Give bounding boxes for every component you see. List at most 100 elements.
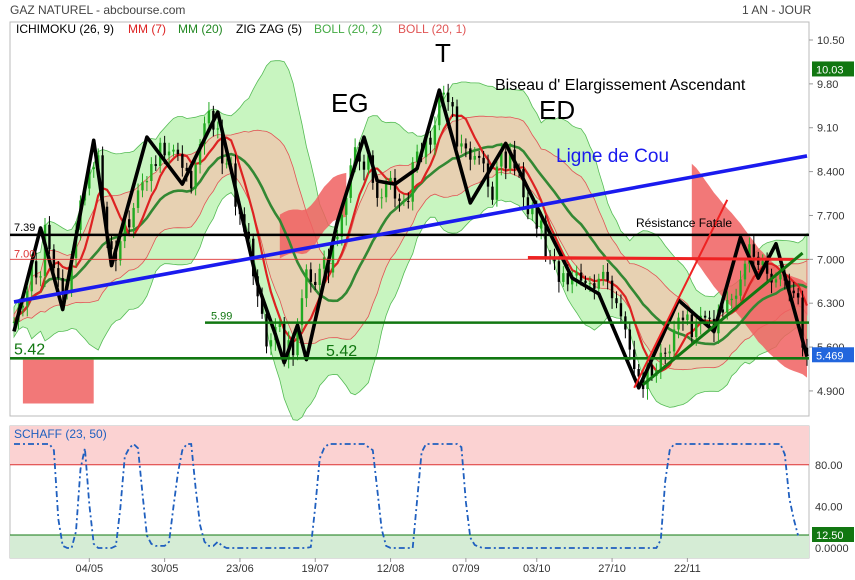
candle-body bbox=[336, 236, 339, 240]
candle-body bbox=[690, 314, 694, 338]
candle-body bbox=[703, 315, 707, 318]
candle-body bbox=[442, 92, 445, 95]
wedge-green-line bbox=[642, 251, 804, 386]
annotation-542: 5.42 bbox=[326, 343, 357, 360]
candle-body bbox=[225, 163, 228, 165]
candle-body bbox=[283, 323, 286, 360]
candle-body bbox=[433, 125, 437, 145]
candle-body bbox=[190, 170, 193, 189]
candle-body bbox=[557, 261, 561, 282]
ichimoku-cloud-2 bbox=[279, 172, 347, 259]
legend-item: BOLL (20, 1) bbox=[398, 22, 466, 36]
annotation-eg: EG bbox=[331, 88, 369, 118]
candle-body bbox=[734, 295, 738, 299]
chart-title: GAZ NATUREL - abcbourse.com bbox=[10, 3, 185, 17]
candle-body bbox=[176, 149, 180, 155]
y-tick-label: 8.400 bbox=[817, 167, 845, 179]
price-panel bbox=[9, 21, 810, 421]
candle-body bbox=[207, 110, 211, 124]
candle-body bbox=[469, 148, 472, 160]
candle-body bbox=[491, 186, 494, 200]
axes-layer: 10.509.809.108.4007.7007.0006.3005.6004.… bbox=[76, 35, 854, 575]
candle-body bbox=[402, 201, 406, 203]
candle-body bbox=[743, 263, 747, 280]
candle-body bbox=[752, 244, 756, 257]
candle-body bbox=[398, 198, 401, 202]
candle-body bbox=[110, 241, 113, 250]
neckline bbox=[13, 154, 808, 304]
candle-body bbox=[659, 352, 663, 371]
legend-item: MM (20) bbox=[178, 22, 223, 36]
x-tick-label: 19/07 bbox=[301, 563, 329, 575]
level-label-739: 7.39 bbox=[14, 222, 35, 234]
candle-body bbox=[473, 155, 476, 160]
annotation-resistance: Résistance Fatale bbox=[636, 216, 732, 230]
candle-body bbox=[628, 329, 631, 350]
candle-body bbox=[438, 94, 441, 126]
candle-body bbox=[393, 177, 397, 199]
candle-body bbox=[695, 323, 698, 338]
last-price-badge bbox=[812, 347, 854, 363]
schaff-line bbox=[14, 442, 799, 549]
candle-body bbox=[495, 166, 499, 200]
candle-body bbox=[145, 181, 149, 183]
candle-body bbox=[163, 142, 166, 156]
candle-body bbox=[384, 182, 388, 198]
candle-body bbox=[167, 151, 171, 156]
candle-body bbox=[154, 164, 157, 166]
candle-body bbox=[726, 300, 729, 313]
candle-body bbox=[203, 123, 206, 145]
candle-body bbox=[52, 249, 56, 269]
schaff-title: SCHAFF (23, 50) bbox=[14, 427, 107, 441]
candle-body bbox=[318, 268, 321, 286]
schaff-last-badge bbox=[812, 527, 854, 542]
candle-body bbox=[721, 309, 725, 313]
candle-body bbox=[757, 256, 760, 265]
candle-body bbox=[482, 157, 485, 164]
candle-body bbox=[309, 269, 313, 282]
candle-body bbox=[30, 261, 33, 292]
candle-body bbox=[57, 268, 60, 279]
candle-body bbox=[185, 167, 188, 171]
candle-body bbox=[500, 151, 503, 167]
candle-body bbox=[367, 155, 370, 170]
candle-body bbox=[672, 329, 676, 352]
candle-body bbox=[606, 271, 609, 281]
candle-body bbox=[646, 365, 649, 390]
candle-body bbox=[101, 155, 104, 207]
candle-body bbox=[340, 214, 344, 237]
candle-body bbox=[796, 293, 800, 298]
candle-body bbox=[602, 271, 605, 279]
candle-body bbox=[70, 258, 73, 291]
candle-body bbox=[376, 182, 379, 198]
schaff-y-tick-label: 40.00 bbox=[815, 501, 843, 513]
candle-body bbox=[792, 290, 795, 294]
candle-body bbox=[566, 273, 569, 285]
candle-body bbox=[136, 190, 140, 208]
schaff-overbought-zone bbox=[10, 426, 809, 465]
y-tick-label: 7.000 bbox=[817, 254, 845, 266]
candle-body bbox=[584, 280, 587, 284]
candle-body bbox=[141, 182, 144, 191]
candle-body bbox=[181, 154, 184, 168]
candle-body bbox=[539, 220, 543, 229]
candle-body bbox=[314, 281, 317, 286]
wedge-red-line bbox=[633, 199, 729, 389]
y-tick-label: 7.700 bbox=[817, 210, 845, 222]
candle-body bbox=[708, 317, 711, 319]
x-tick-label: 12/08 bbox=[377, 563, 405, 575]
candle-body bbox=[300, 298, 304, 326]
candle-body bbox=[39, 276, 42, 278]
candle-body bbox=[588, 283, 592, 285]
candle-body bbox=[221, 128, 224, 164]
x-tick-label: 22/11 bbox=[674, 563, 701, 575]
candle-body bbox=[353, 147, 357, 166]
annotation-neckline: Ligne de Cou bbox=[556, 146, 669, 167]
candle-body bbox=[61, 278, 64, 295]
candle-body bbox=[615, 298, 618, 304]
candle-body bbox=[575, 272, 578, 276]
candle-body bbox=[194, 164, 197, 189]
x-tick-label: 27/10 bbox=[598, 563, 626, 575]
candle-body bbox=[119, 241, 122, 261]
